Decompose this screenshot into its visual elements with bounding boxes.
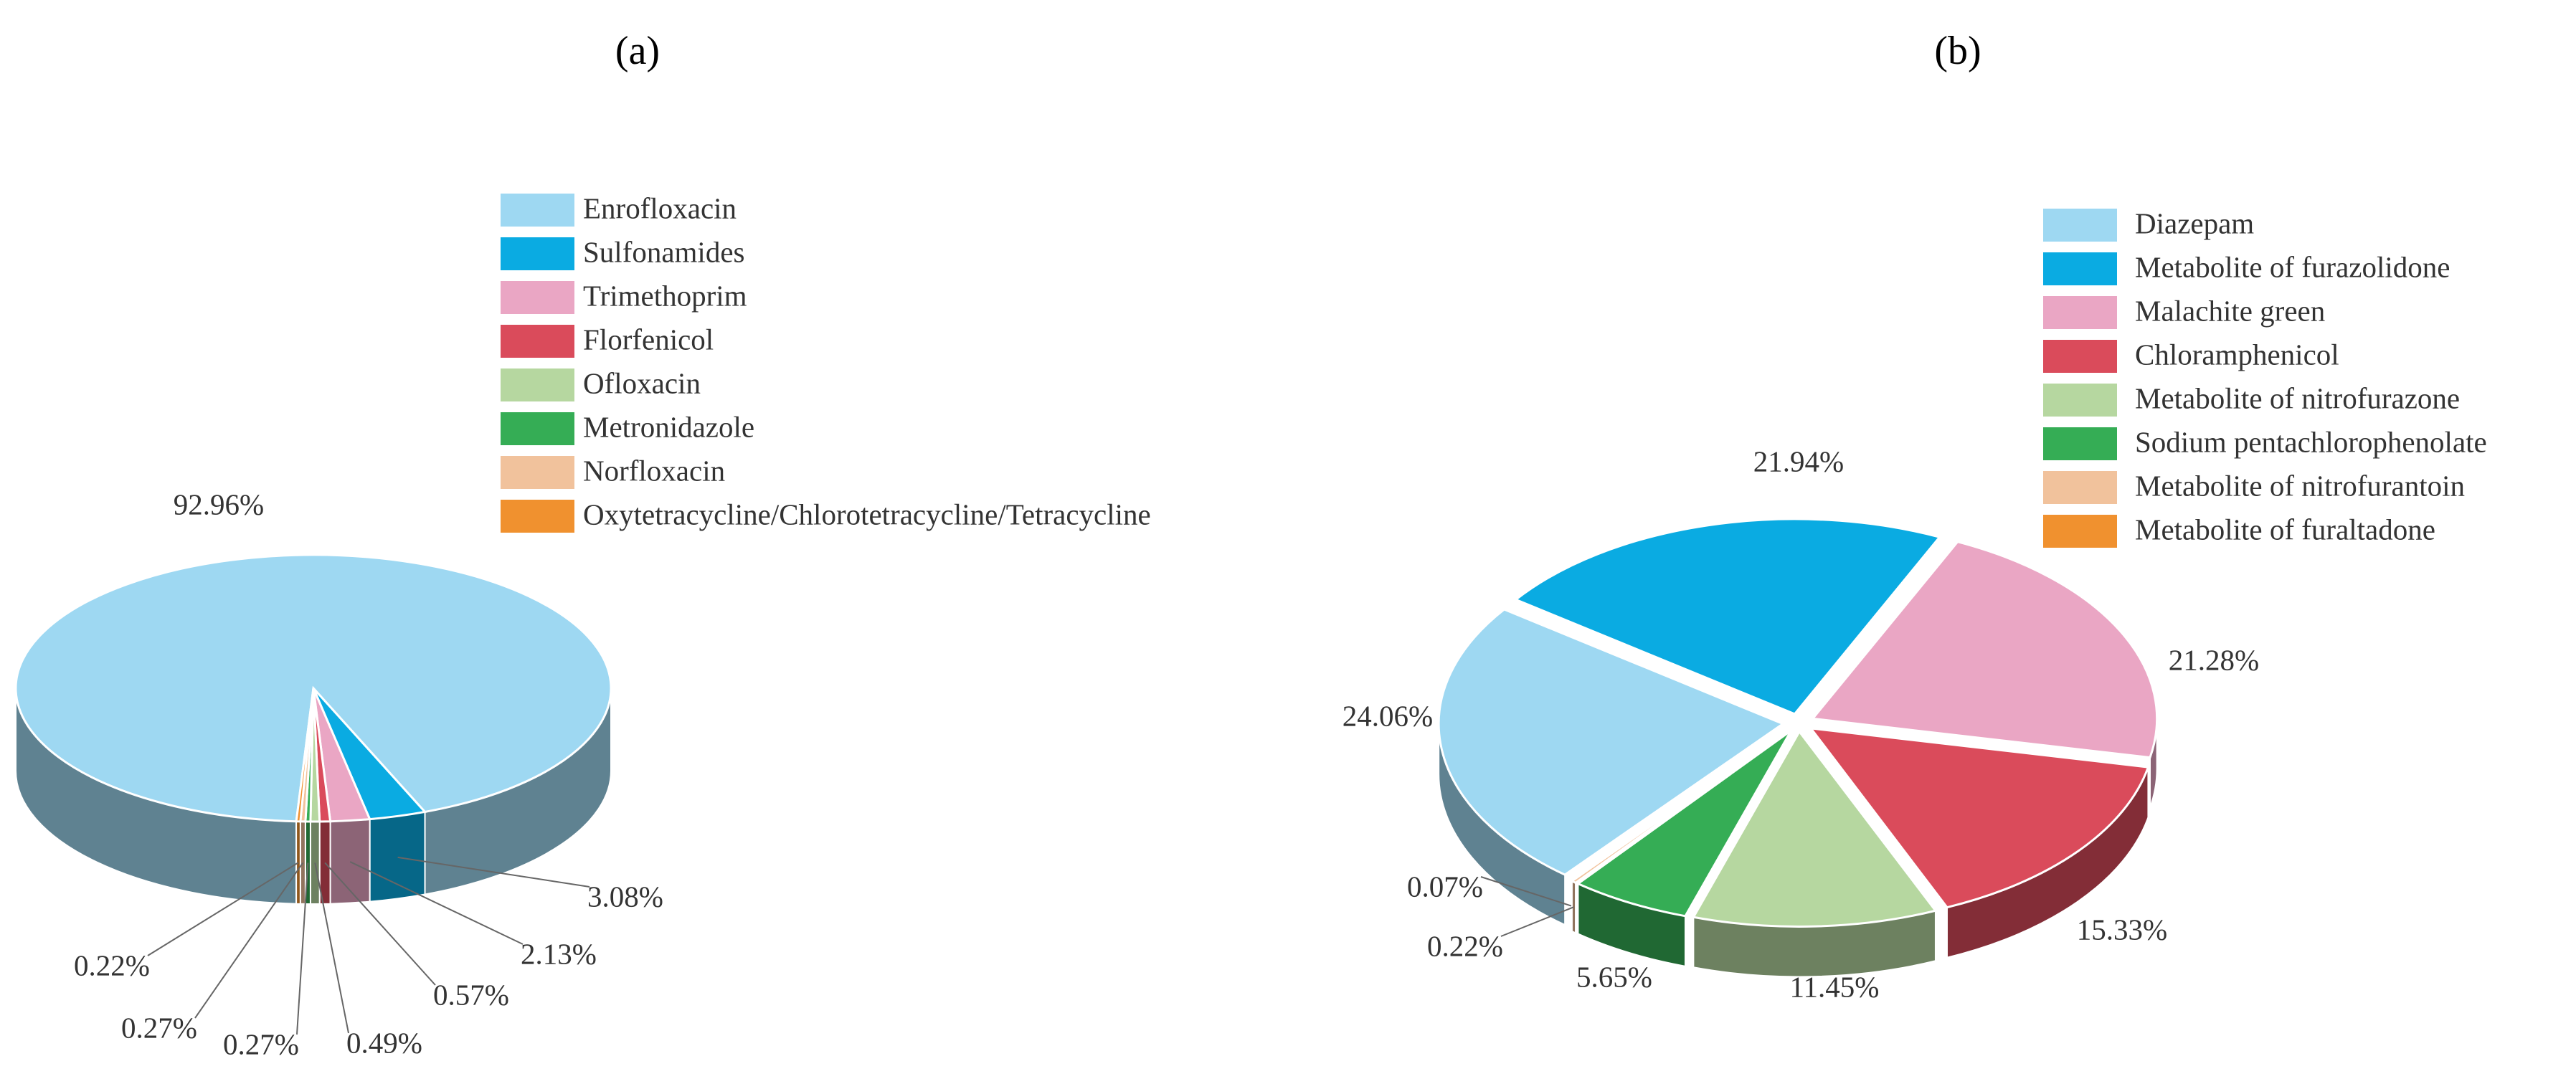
legend-swatch xyxy=(501,325,574,358)
legend-swatch xyxy=(501,412,574,445)
chart-title: (b) xyxy=(1934,29,1981,73)
slice-side xyxy=(369,811,426,903)
legend-swatch xyxy=(2043,252,2117,285)
legend-swatch xyxy=(501,237,574,270)
data-label: 11.45% xyxy=(1790,970,1880,1003)
legend-swatch xyxy=(2043,384,2117,417)
legend-swatch xyxy=(2043,515,2117,548)
pie: 24.06% 21.94% 21.28% 15.33% 11.45% 5.65% 0.22%… xyxy=(1343,206,2487,1003)
legend-label: Sulfonamides xyxy=(583,235,744,268)
data-label: 15.33% xyxy=(2077,913,2167,946)
legend-swatch xyxy=(2043,209,2117,242)
pie: 92.96% 3.08% 2.13% 0.57% 0.49% 0.27% 0.27% 0.22… xyxy=(14,191,1151,1060)
legend-label: Metabolite of furaltadone xyxy=(2135,513,2435,546)
slice xyxy=(1437,608,1786,876)
legend-label: Norfloxacin xyxy=(583,454,725,487)
data-label: 24.06% xyxy=(1343,699,1433,732)
legend-label: Metabolite of nitrofurazone xyxy=(2135,381,2460,414)
slice xyxy=(1576,729,1792,918)
leader-line xyxy=(324,862,436,986)
legend-swatch xyxy=(2043,296,2117,329)
data-label: 0.22% xyxy=(74,948,150,981)
leader-line xyxy=(147,862,299,956)
leader-line xyxy=(349,861,524,945)
legend-swatch xyxy=(501,368,574,401)
data-label: 0.49% xyxy=(346,1026,422,1059)
slice-side xyxy=(299,820,306,905)
data-label: 0.22% xyxy=(1427,929,1503,962)
slice xyxy=(1692,729,1938,928)
data-label: 92.96% xyxy=(174,488,264,520)
slice xyxy=(295,688,315,823)
legend-swatch xyxy=(501,194,574,227)
slice xyxy=(1568,728,1789,883)
legend-label: Oxytetracycline/Chlorotetracycline/Tetra… xyxy=(583,498,1151,531)
legend-swatch xyxy=(2043,340,2117,373)
legend-label: Diazepam xyxy=(2135,206,2254,239)
leader-line xyxy=(194,862,304,1019)
data-label: 0.07% xyxy=(1407,870,1483,903)
slice-side xyxy=(295,820,301,905)
legend-swatch xyxy=(2043,427,2117,460)
legend-label: Enrofloxacin xyxy=(583,191,737,224)
slice xyxy=(1808,726,2150,909)
legend-label: Malachite green xyxy=(2135,294,2325,327)
slice-side xyxy=(309,820,321,905)
legend-swatch xyxy=(501,500,574,533)
legend-swatch xyxy=(501,281,574,314)
data-label: 0.27% xyxy=(121,1011,197,1044)
legend-label: Metabolite of nitrofurantoin xyxy=(2135,469,2465,502)
legend-label: Sodium pentachlorophenolate xyxy=(2135,425,2487,458)
legend-label: Metabolite of furazolidone xyxy=(2135,250,2450,283)
data-label: 5.65% xyxy=(1576,960,1652,993)
data-label: 3.08% xyxy=(587,880,663,913)
legend-label: Ofloxacin xyxy=(583,366,701,399)
slice xyxy=(1810,540,2159,759)
legend-swatch xyxy=(2043,471,2117,504)
leader-line xyxy=(397,856,590,888)
legend-label: Metronidazole xyxy=(583,410,754,443)
leader-line xyxy=(314,862,349,1034)
data-label: 0.27% xyxy=(223,1027,299,1060)
data-label: 0.57% xyxy=(433,978,509,1011)
data-label: 2.13% xyxy=(521,937,597,970)
legend-label: Trimethoprim xyxy=(583,279,747,312)
legend-label: Chloramphenicol xyxy=(2135,338,2339,371)
legend-label: Florfenicol xyxy=(583,323,714,356)
legend-swatch xyxy=(501,456,574,489)
data-label: 21.94% xyxy=(1753,444,1844,477)
leader-line xyxy=(1480,876,1572,907)
chart-title: (a) xyxy=(615,29,660,73)
data-label: 21.28% xyxy=(2169,643,2259,676)
slice xyxy=(1513,518,1942,715)
leader-line xyxy=(1500,906,1574,937)
leader-line xyxy=(296,862,309,1035)
